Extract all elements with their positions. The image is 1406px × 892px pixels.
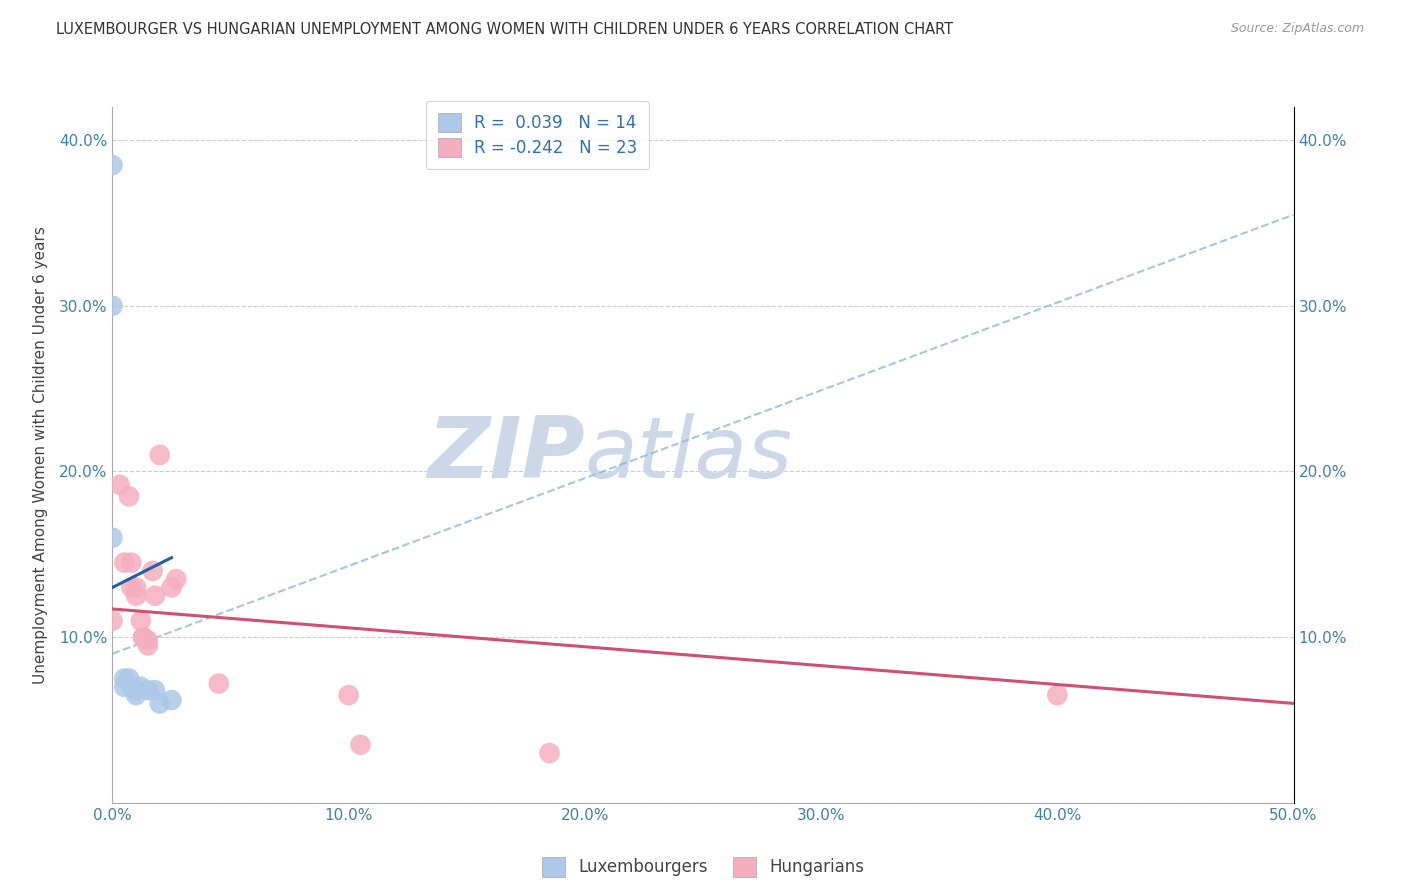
Point: [132, 630, 155, 644]
Point: [160, 693, 183, 707]
Y-axis label: Unemployment Among Women with Children Under 6 years: Unemployment Among Women with Children U…: [32, 226, 48, 684]
Point: [129, 614, 152, 628]
Point: [136, 633, 159, 648]
Text: LUXEMBOURGER VS HUNGARIAN UNEMPLOYMENT AMONG WOMEN WITH CHILDREN UNDER 6 YEARS C: LUXEMBOURGER VS HUNGARIAN UNEMPLOYMENT A…: [56, 22, 953, 37]
Point: [112, 680, 135, 694]
Point: [149, 448, 172, 462]
Point: [349, 738, 371, 752]
Point: [120, 581, 142, 595]
Point: [118, 489, 141, 503]
Point: [112, 672, 135, 686]
Point: [160, 581, 183, 595]
Point: [125, 589, 148, 603]
Point: [1046, 688, 1069, 702]
Point: [101, 158, 124, 172]
Point: [118, 672, 141, 686]
Point: [142, 564, 165, 578]
Point: [136, 639, 159, 653]
Point: [143, 589, 166, 603]
Point: [165, 572, 187, 586]
Point: [101, 299, 124, 313]
Point: [125, 683, 148, 698]
Point: [120, 556, 142, 570]
Point: [112, 556, 135, 570]
Text: atlas: atlas: [585, 413, 793, 497]
Legend: Luxembourgers, Hungarians: Luxembourgers, Hungarians: [533, 849, 873, 885]
Point: [108, 477, 131, 491]
Point: [125, 581, 148, 595]
Point: [129, 680, 152, 694]
Point: [136, 683, 159, 698]
Point: [101, 531, 124, 545]
Point: [125, 688, 148, 702]
Text: ZIP: ZIP: [427, 413, 585, 497]
Point: [149, 697, 172, 711]
Point: [143, 683, 166, 698]
Point: [120, 680, 142, 694]
Point: [132, 630, 155, 644]
Point: [337, 688, 360, 702]
Text: Source: ZipAtlas.com: Source: ZipAtlas.com: [1230, 22, 1364, 36]
Point: [101, 614, 124, 628]
Point: [538, 746, 561, 760]
Point: [208, 676, 231, 690]
